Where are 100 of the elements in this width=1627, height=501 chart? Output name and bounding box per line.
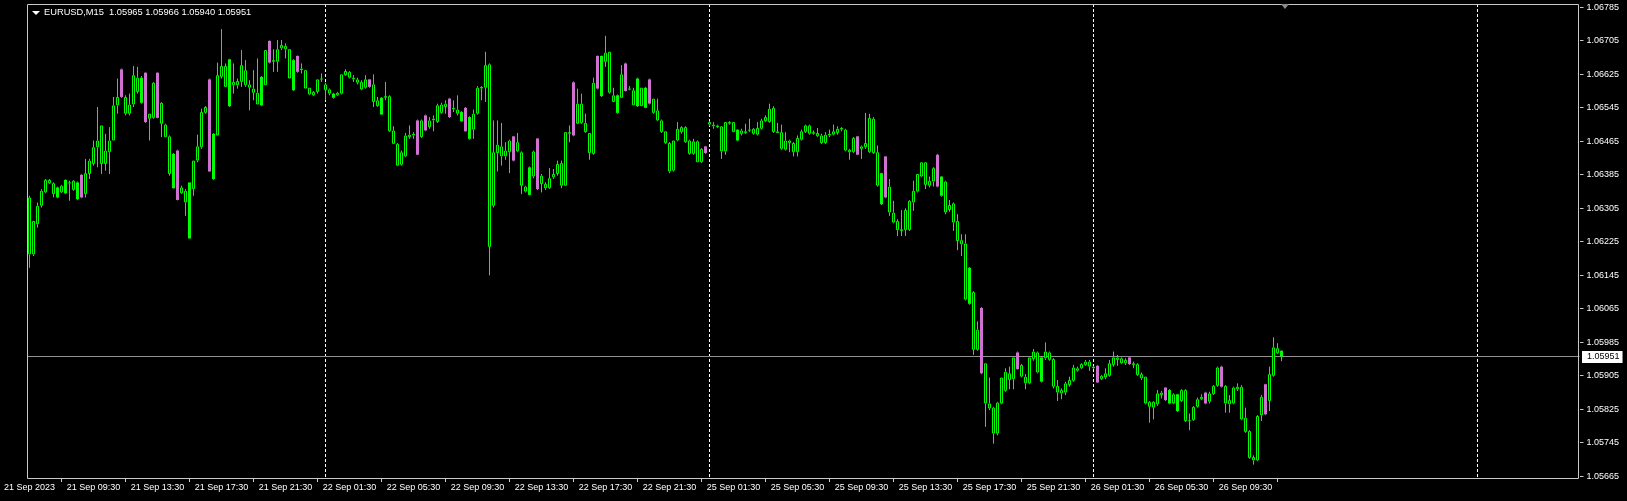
candlestick (900, 209, 903, 237)
y-tick-label: 1.06305 (1586, 202, 1620, 213)
candlestick (636, 78, 639, 107)
candlestick (608, 51, 611, 93)
x-tick-label: 26 Sep 01:30 (1090, 481, 1145, 492)
candlestick (1136, 364, 1139, 375)
y-tick-label: 1.06705 (1586, 35, 1620, 46)
candlestick (1144, 376, 1147, 404)
candlestick (464, 107, 467, 132)
candlestick (100, 125, 103, 175)
candlestick (1156, 389, 1159, 407)
x-tick-label: 22 Sep 17:30 (578, 481, 633, 492)
candlestick (1084, 359, 1087, 365)
candlestick (448, 98, 451, 118)
candlestick (120, 69, 123, 97)
candlestick (720, 126, 723, 160)
x-tick-label: 21 Sep 13:30 (130, 481, 185, 492)
candlestick (1200, 393, 1203, 400)
candlestick (488, 64, 491, 276)
candlestick (584, 113, 587, 133)
candlestick (576, 88, 579, 124)
candlestick (520, 152, 523, 195)
candlestick (592, 77, 595, 154)
x-tick-label: 25 Sep 09:30 (834, 481, 889, 492)
candlestick (984, 363, 987, 428)
candlestick (552, 168, 555, 180)
candlestick (1060, 387, 1063, 400)
candlestick (668, 143, 671, 174)
candlestick (444, 99, 447, 115)
candlestick (572, 82, 575, 136)
candlestick (116, 78, 119, 115)
candlestick (272, 48, 275, 73)
candlestick (544, 181, 547, 191)
candlestick (580, 93, 583, 123)
y-tick-label: 1.05905 (1586, 370, 1620, 381)
candlestick (812, 129, 815, 134)
candlestick (160, 102, 163, 138)
candlestick (1192, 406, 1195, 421)
candlestick (352, 74, 355, 83)
y-tick-label: 1.06545 (1586, 102, 1620, 113)
y-tick-label: 1.05985 (1586, 336, 1620, 347)
candlestick (1256, 416, 1259, 461)
candlestick (752, 128, 755, 134)
candlestick (360, 79, 363, 90)
x-tick-label: 22 Sep 01:30 (322, 481, 377, 492)
candlestick (144, 72, 147, 123)
candlestick (864, 112, 867, 150)
candlestick (924, 162, 927, 190)
candlestick (140, 75, 143, 103)
candlestick (64, 179, 67, 194)
candlestick (412, 131, 415, 140)
candlestick (1124, 357, 1127, 366)
y-tick-label: 1.05825 (1586, 403, 1620, 414)
x-tick-label: 22 Sep 13:30 (514, 481, 569, 492)
candlestick (932, 168, 935, 188)
candlestick (784, 131, 787, 150)
candlestick (372, 73, 375, 108)
candlestick (96, 106, 99, 168)
x-tick-label: 26 Sep 09:30 (1218, 481, 1273, 492)
x-tick-label: 21 Sep 17:30 (194, 481, 249, 492)
candlestick (1012, 357, 1015, 390)
candlestick (1184, 390, 1187, 422)
y-tick-label: 1.06145 (1586, 269, 1620, 280)
candlestick (540, 173, 543, 193)
x-tick-label: 25 Sep 05:30 (770, 481, 825, 492)
y-tick-label: 1.05745 (1586, 437, 1620, 448)
candlestick (508, 140, 511, 174)
x-tick-label: 25 Sep 17:30 (962, 481, 1017, 492)
candlestick (1080, 364, 1083, 369)
y-tick-label: 1.05665 (1586, 470, 1620, 481)
y-tick-label: 1.06065 (1586, 303, 1620, 314)
y-tick-label: 1.06625 (1586, 68, 1620, 79)
candlestick (256, 57, 259, 105)
candlestick (1120, 358, 1123, 364)
x-tick-label: 25 Sep 21:30 (1026, 481, 1081, 492)
candlestick (504, 141, 507, 161)
x-tick-label: 21 Sep 09:30 (66, 481, 121, 492)
x-tick-label: 25 Sep 01:30 (706, 481, 761, 492)
candlestick (500, 122, 503, 167)
x-tick-label: 21 Sep 2023 (3, 481, 56, 492)
candlestick (468, 117, 471, 139)
candlestick (1164, 387, 1167, 401)
y-tick-label: 1.06385 (1586, 169, 1620, 180)
candlestick (348, 71, 351, 78)
candlestick (1232, 387, 1235, 404)
candlestick (244, 59, 247, 88)
candlestick (332, 93, 335, 98)
ref-line-label: 1.05951 (1587, 351, 1620, 362)
candlestick (724, 122, 727, 156)
candlestick (80, 174, 83, 198)
candlestick (852, 137, 855, 153)
candlestick (712, 121, 715, 130)
candlestick (364, 74, 367, 88)
candlestick (516, 132, 519, 152)
candlestick (84, 158, 87, 198)
y-tick-label: 1.06465 (1586, 135, 1620, 146)
candlestick (1108, 359, 1111, 376)
candlestick (476, 85, 479, 114)
candlestick (548, 167, 551, 189)
candlestick (300, 62, 303, 75)
